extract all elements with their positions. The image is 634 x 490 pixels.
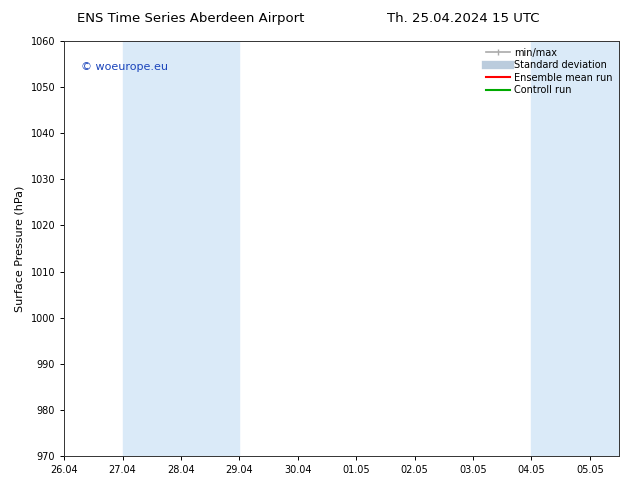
Y-axis label: Surface Pressure (hPa): Surface Pressure (hPa) bbox=[15, 185, 25, 312]
Text: ENS Time Series Aberdeen Airport: ENS Time Series Aberdeen Airport bbox=[77, 12, 304, 25]
Text: © woeurope.eu: © woeurope.eu bbox=[81, 62, 168, 72]
Legend: min/max, Standard deviation, Ensemble mean run, Controll run: min/max, Standard deviation, Ensemble me… bbox=[482, 44, 616, 99]
Bar bbox=[531, 41, 619, 456]
Text: Th. 25.04.2024 15 UTC: Th. 25.04.2024 15 UTC bbox=[387, 12, 539, 25]
Bar bbox=[122, 41, 240, 456]
